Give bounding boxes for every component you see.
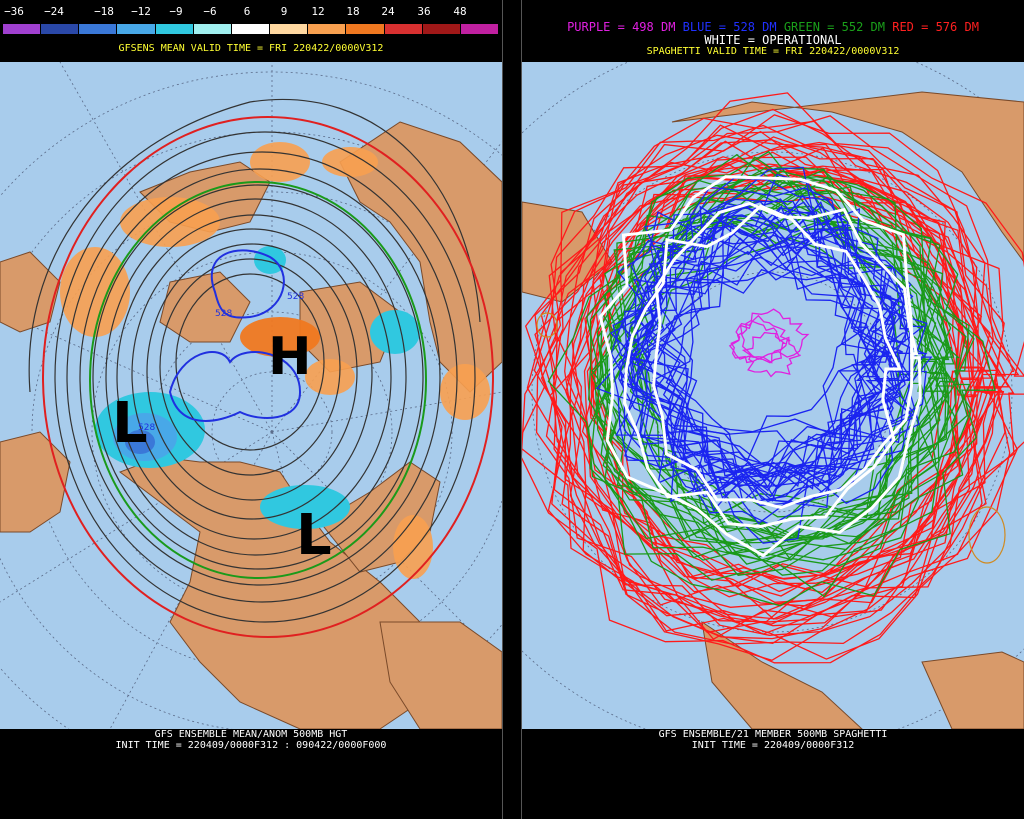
colorbar-label: 18	[346, 5, 360, 18]
colorbar-label: −24	[44, 5, 64, 18]
ensemble-member-contour	[526, 139, 1018, 662]
key-contours	[42, 116, 494, 638]
ensemble-member-contour	[540, 92, 1024, 645]
colorbar-swatch	[460, 24, 500, 34]
operational-contours	[598, 175, 922, 558]
colorbar-label: 36	[417, 5, 431, 18]
ensemble-member-contour	[587, 167, 967, 598]
ensemble-member-contour	[604, 150, 961, 543]
ensemble-member-contour	[619, 229, 917, 526]
low-marker-east: L	[296, 503, 332, 568]
colorbar-swatch	[193, 24, 232, 34]
ensemble-member-contour	[522, 117, 1005, 634]
ensemble-mean-map-svg: H L L 528 528 528	[0, 62, 502, 729]
negative-anomalies	[95, 246, 420, 529]
ensemble-member-contour	[728, 314, 791, 364]
ensemble-member-contour	[656, 246, 901, 489]
ensemble-member-contour	[554, 140, 1010, 608]
ensemble-member-contour	[623, 204, 903, 529]
ensemble-mean-map: H L L 528 528 528	[0, 62, 502, 729]
panel-border-right	[521, 0, 522, 819]
spaghetti-init-time: INIT TIME = 220409/0000F312	[691, 740, 855, 751]
colorbar-swatch	[384, 24, 423, 34]
ensemble-member-contour	[740, 308, 810, 361]
ensemble-member-contour	[610, 194, 928, 503]
ensemble-member-contour	[590, 216, 924, 559]
contour-label: 528	[287, 292, 304, 302]
colorbar-label: 48	[453, 5, 467, 18]
ensemble-member-contour	[533, 124, 999, 625]
ensemble-mean-panel: −36 −24 −18 −12 −9 −6 6 9 12 18 24 36 48…	[0, 0, 502, 819]
spaghetti-legend: PURPLE = 498 DM BLUE = 528 DM GREEN = 55…	[522, 20, 1024, 34]
init-time: INIT TIME = 220409/0000F312 : 090422/000…	[115, 740, 387, 751]
map-title: GFS ENSEMBLE MEAN/ANOM 500MB HGT	[154, 729, 348, 740]
contour-labels: 528 528 528	[138, 292, 304, 433]
colorbar-swatch	[270, 24, 309, 34]
ensemble-member-contour	[598, 175, 922, 558]
ensemble-member-contour	[549, 184, 974, 623]
panel-border-left	[502, 0, 503, 819]
colorbar-swatch	[346, 24, 385, 34]
colorbar-label: 12	[311, 5, 325, 18]
ensemble-member-contour	[620, 228, 863, 488]
contour-label: 528	[215, 309, 232, 319]
spaghetti-panel: PURPLE = 498 DM BLUE = 528 DM GREEN = 55…	[522, 0, 1024, 819]
spaghetti-498dm	[728, 308, 810, 378]
colorbar-swatch	[155, 24, 194, 34]
ensemble-member-contour	[625, 207, 899, 490]
pressure-markers: H L L	[112, 327, 332, 568]
colorbar-swatch	[79, 24, 118, 34]
valid-time-subtitle: GFSENS MEAN VALID TIME = FRI 220422/0000…	[118, 43, 384, 54]
low-marker-pacific: L	[112, 391, 148, 456]
colorbar-label: −12	[131, 5, 151, 18]
ensemble-member-contour	[612, 201, 884, 463]
colorbar-label: −9	[169, 5, 183, 18]
ensemble-member-contour	[564, 115, 1015, 620]
colorbar-swatch	[231, 24, 271, 34]
legend-red: RED = 576 DM	[892, 20, 979, 34]
panel-divider	[502, 0, 522, 819]
legend-purple: PURPLE = 498 DM	[567, 20, 676, 34]
ensemble-member-contour	[618, 226, 912, 525]
ensemble-member-contour	[741, 331, 801, 378]
legend-green: GREEN = 552 DM	[783, 20, 885, 34]
ensemble-member-contour	[653, 200, 897, 496]
spaghetti-map-title: GFS ENSEMBLE/21 MEMBER 500MB SPAGHETTI	[658, 729, 888, 740]
colorbar-swatch	[3, 24, 42, 34]
high-marker: H	[268, 327, 312, 387]
ensemble-member-contour	[584, 143, 983, 593]
ensemble-member-contour	[629, 173, 903, 470]
ensemble-member-contour	[594, 176, 975, 565]
height-contours	[28, 98, 481, 623]
colorbar-swatch	[308, 24, 347, 34]
spaghetti-map	[522, 62, 1024, 729]
anomaly-colorbar	[3, 24, 500, 34]
colorbar-labels: −36 −24 −18 −12 −9 −6 6 9 12 18 24 36 48	[0, 4, 502, 20]
ensemble-member-contour	[665, 222, 913, 479]
colorbar-swatch	[422, 24, 461, 34]
colorbar-label: −36	[4, 5, 24, 18]
spaghetti-map-svg	[522, 62, 1024, 729]
colorbar-swatch	[117, 24, 156, 34]
legend-blue: BLUE = 528 DM	[682, 20, 777, 34]
ensemble-member-contour	[651, 255, 889, 503]
spaghetti-valid-time: SPAGHETTI VALID TIME = FRI 220422/0000V3…	[646, 46, 900, 57]
colorbar-label: −6	[203, 5, 217, 18]
legend-operational: WHITE = OPERATIONAL	[704, 33, 842, 47]
outlier-contours	[536, 312, 1006, 564]
colorbar-label: 24	[381, 5, 395, 18]
ensemble-member-contour	[635, 186, 925, 475]
ensemble-member-contour	[652, 201, 919, 510]
colorbar-label: −18	[94, 5, 114, 18]
ensemble-member-contour	[572, 156, 960, 591]
colorbar-label: 9	[280, 5, 288, 18]
colorbar-swatch	[41, 24, 80, 34]
ensemble-member-contour	[625, 198, 870, 437]
colorbar-label: 6	[243, 5, 251, 18]
contour-label: 528	[138, 423, 155, 433]
ensemble-member-contour	[591, 195, 978, 597]
